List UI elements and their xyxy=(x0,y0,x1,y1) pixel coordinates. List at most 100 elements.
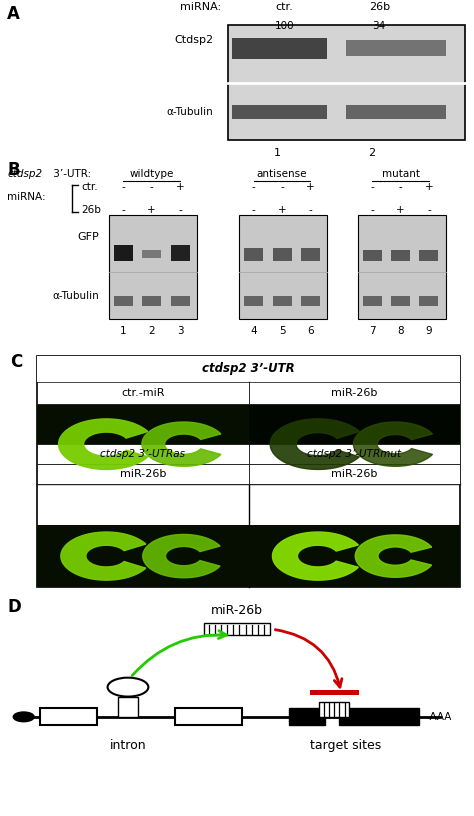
Text: miR-26b: miR-26b xyxy=(119,469,166,479)
Text: C: C xyxy=(9,353,22,371)
Circle shape xyxy=(13,712,34,721)
Text: 7: 7 xyxy=(369,326,375,336)
Polygon shape xyxy=(356,535,432,577)
Bar xyxy=(232,38,327,59)
Text: miR-26b: miR-26b xyxy=(331,388,378,398)
Text: -: - xyxy=(121,182,125,193)
Text: 8: 8 xyxy=(397,326,404,336)
Text: ctdsp2: ctdsp2 xyxy=(7,169,42,180)
Bar xyxy=(37,382,248,404)
Polygon shape xyxy=(61,532,146,580)
Bar xyxy=(301,296,320,306)
Bar xyxy=(339,708,419,725)
Text: -: - xyxy=(121,205,125,215)
Bar xyxy=(363,296,382,306)
Text: 1: 1 xyxy=(120,326,127,336)
Text: wildtype: wildtype xyxy=(129,169,174,180)
Text: 4: 4 xyxy=(250,326,257,336)
Bar xyxy=(118,697,138,716)
Text: ctdsp2 3’-UTRmut: ctdsp2 3’-UTRmut xyxy=(307,449,401,459)
Bar xyxy=(363,250,382,261)
Text: A: A xyxy=(7,5,20,23)
Text: antisense: antisense xyxy=(257,169,307,180)
Bar xyxy=(37,404,248,485)
Text: +: + xyxy=(306,182,315,193)
Text: 3: 3 xyxy=(177,326,183,336)
Text: GFP: GFP xyxy=(78,232,100,242)
Text: miRNA:: miRNA: xyxy=(180,2,221,11)
Text: 26b: 26b xyxy=(82,205,101,215)
Text: ctdsp2 3’-UTR: ctdsp2 3’-UTR xyxy=(202,362,295,375)
Bar xyxy=(228,25,465,140)
Bar xyxy=(248,382,460,404)
Bar xyxy=(419,296,438,306)
Bar xyxy=(109,215,197,319)
Bar xyxy=(248,404,460,485)
Text: intron: intron xyxy=(109,739,146,752)
Bar xyxy=(37,356,460,382)
Bar xyxy=(171,296,190,306)
Text: +: + xyxy=(147,205,156,215)
Text: 2: 2 xyxy=(368,148,376,158)
Text: 3’-UTR:: 3’-UTR: xyxy=(50,169,91,180)
Text: 100: 100 xyxy=(274,20,294,31)
Text: α-Tubulin: α-Tubulin xyxy=(166,107,213,118)
Bar xyxy=(114,245,133,261)
Text: -: - xyxy=(370,182,374,193)
Bar xyxy=(391,296,410,306)
Text: Ctdsp2: Ctdsp2 xyxy=(174,35,213,46)
Bar xyxy=(301,248,320,261)
Polygon shape xyxy=(142,422,221,466)
Bar xyxy=(37,444,248,464)
Bar xyxy=(248,464,460,485)
Bar xyxy=(248,526,460,587)
Circle shape xyxy=(108,677,148,697)
Text: 2: 2 xyxy=(148,326,155,336)
Text: target sites: target sites xyxy=(310,739,382,752)
Bar xyxy=(273,248,292,261)
Bar xyxy=(419,250,438,261)
Bar xyxy=(244,248,263,261)
Bar xyxy=(273,296,292,306)
Text: -: - xyxy=(309,205,312,215)
Text: 9: 9 xyxy=(426,326,432,336)
Text: ctdsp2 3’-UTRas: ctdsp2 3’-UTRas xyxy=(100,449,185,459)
Bar xyxy=(289,708,325,725)
Bar xyxy=(244,296,263,306)
Bar xyxy=(310,690,359,695)
Bar xyxy=(37,464,248,485)
Bar xyxy=(114,296,133,306)
Bar xyxy=(40,708,97,725)
Text: ctr.-miR: ctr.-miR xyxy=(121,388,164,398)
Text: D: D xyxy=(7,598,21,616)
Bar xyxy=(142,250,161,258)
Text: -: - xyxy=(252,182,255,193)
Bar xyxy=(319,702,349,716)
FancyArrowPatch shape xyxy=(275,630,342,687)
Bar xyxy=(391,250,410,261)
Bar xyxy=(248,444,460,464)
Text: 26b: 26b xyxy=(369,2,390,11)
Bar xyxy=(142,296,161,306)
Bar xyxy=(239,215,327,319)
Text: -: - xyxy=(280,182,284,193)
Polygon shape xyxy=(273,532,358,580)
Text: -: - xyxy=(399,182,402,193)
Bar xyxy=(358,215,446,319)
Text: ctr.: ctr. xyxy=(82,182,98,193)
Text: +: + xyxy=(278,205,286,215)
Text: mutant: mutant xyxy=(382,169,419,180)
Text: -: - xyxy=(252,205,255,215)
Text: B: B xyxy=(7,161,20,179)
Text: miR-26b: miR-26b xyxy=(331,469,378,479)
Polygon shape xyxy=(143,534,220,578)
Text: -: - xyxy=(427,205,431,215)
Bar xyxy=(346,41,446,56)
Polygon shape xyxy=(270,419,359,469)
Polygon shape xyxy=(354,422,432,466)
Text: ctr.: ctr. xyxy=(275,2,293,11)
FancyArrowPatch shape xyxy=(132,631,227,676)
Bar xyxy=(346,105,446,119)
Text: -: - xyxy=(370,205,374,215)
Text: miR-26b: miR-26b xyxy=(211,605,263,618)
